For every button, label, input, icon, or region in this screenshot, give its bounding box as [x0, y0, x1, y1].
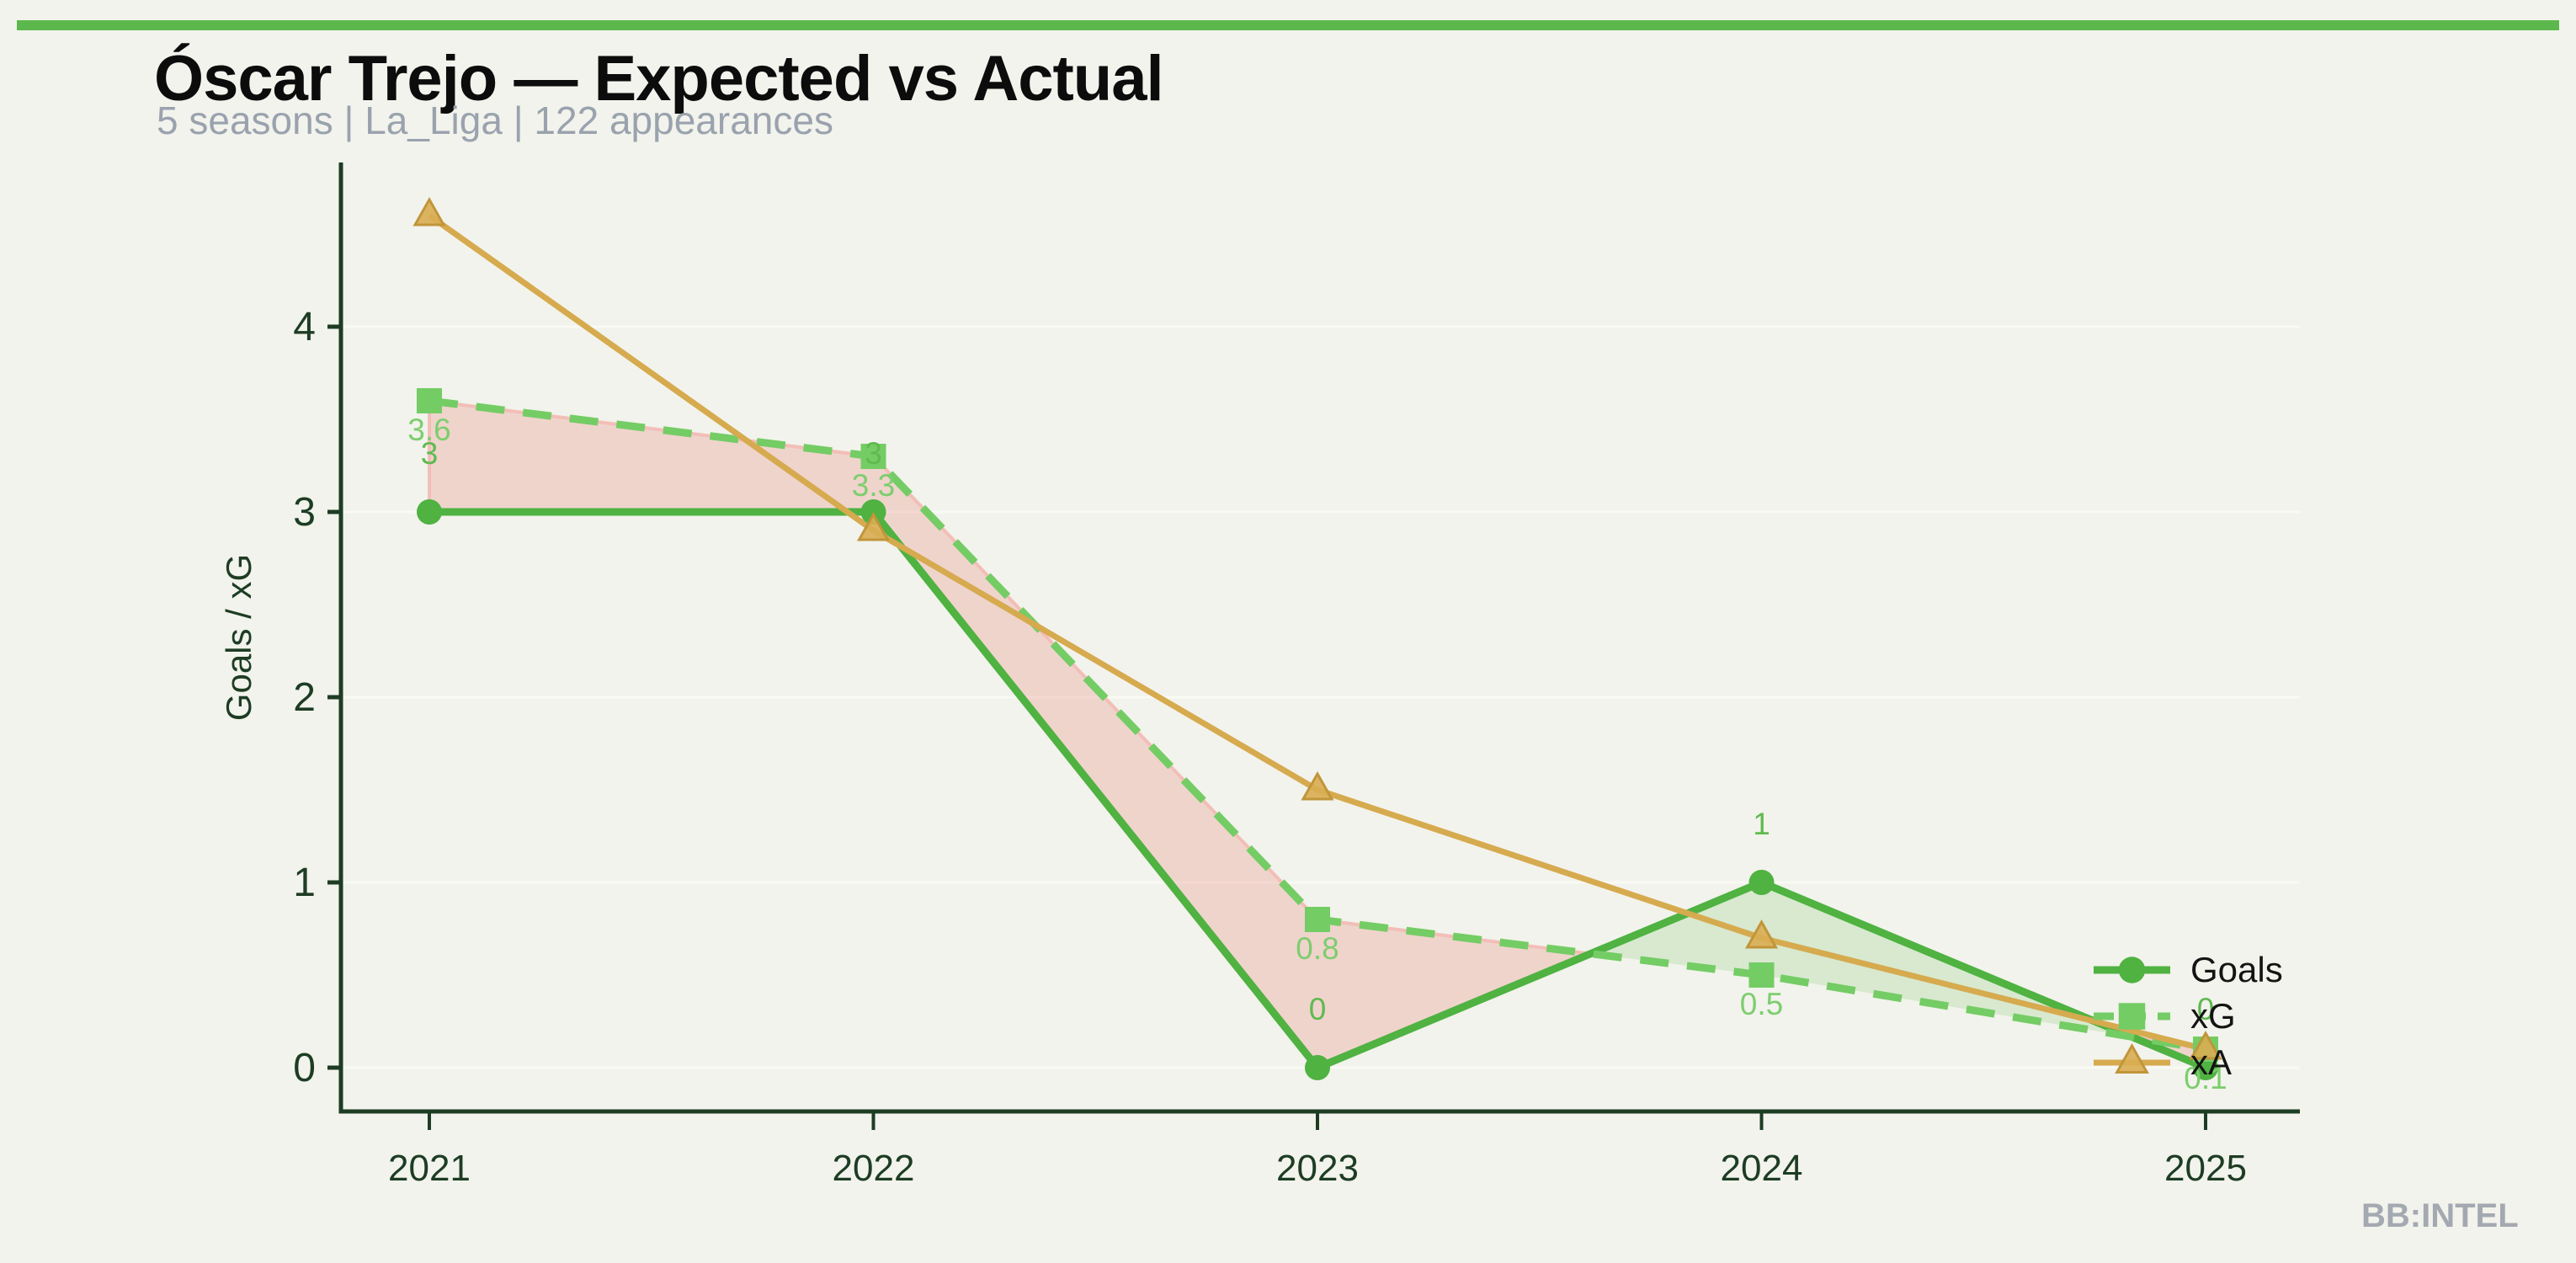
axes: 0 1 2 3 4 2021 2022 2023 2024 2025 Goals / xG [219, 163, 2300, 1189]
xg-point-label: 3.3 [852, 468, 895, 503]
page-subtitle: 5 seasons | La_Liga | 122 appearances [157, 99, 833, 142]
xa-marker [1301, 770, 1334, 801]
x-tick-label: 2023 [1276, 1148, 1359, 1189]
x-tick-label: 2025 [2164, 1148, 2247, 1189]
xg-point-label: 0.5 [1740, 987, 1783, 1021]
legend-label-xa: xA [2190, 1042, 2232, 1082]
goals-point-label: 3 [421, 436, 439, 471]
y-tick-label: 4 [293, 305, 316, 349]
xa-marker [412, 196, 446, 226]
goals-marker [1305, 1055, 1330, 1080]
xg-marker [1305, 907, 1330, 932]
axis-spines [338, 163, 2300, 1114]
xg-marker [1748, 962, 1775, 988]
y-tick-label: 0 [293, 1046, 316, 1090]
x-tick-label: 2021 [388, 1148, 471, 1189]
legend-label-xg: xG [2190, 996, 2236, 1036]
xa-marker [2115, 1043, 2149, 1074]
goals-marker [417, 499, 442, 525]
gridlines [341, 325, 2300, 1069]
xa-marker [856, 511, 891, 541]
legend-label-goals: Goals [2190, 950, 2283, 989]
goals-marker [2118, 957, 2146, 983]
xa-marker [1744, 919, 1779, 949]
legend: Goals xG xA [2094, 950, 2283, 1082]
x-tick-label: 2022 [833, 1148, 915, 1189]
underperformance-area [428, 398, 1598, 1070]
goals-point-label: 3 [865, 436, 882, 471]
x-tick-label: 2024 [1721, 1148, 1803, 1189]
point-labels: 3 3 0 1 0 3.6 3.3 0.8 0.5 0.1 [407, 413, 2227, 1095]
xg-point-label: 0.1 [2184, 1061, 2227, 1095]
goals-marker [1748, 870, 1775, 895]
xg-marker [2118, 1003, 2146, 1030]
xg-point-label: 0.8 [1296, 931, 1339, 966]
xa-marker [2189, 1030, 2222, 1060]
page-title: Óscar Trejo — Expected vs Actual [154, 43, 1164, 115]
y-tick-label: 1 [293, 861, 316, 905]
accent-topbar [17, 20, 2559, 30]
brand-watermark: BB:INTEL [2361, 1197, 2519, 1234]
xa-markers [412, 196, 2222, 1060]
xg-marker [860, 444, 886, 469]
diff-fill-areas [428, 398, 2207, 1071]
xg-marker [417, 388, 442, 413]
xg-point-label: 3.6 [407, 413, 450, 447]
y-tick-label: 3 [293, 490, 316, 535]
goals-point-label: 0 [1309, 992, 1327, 1026]
y-tick-label: 2 [293, 675, 316, 720]
goals-point-label: 0 [2197, 992, 2215, 1026]
goals-point-label: 1 [1753, 807, 1770, 841]
y-axis-title: Goals / xG [219, 554, 258, 721]
